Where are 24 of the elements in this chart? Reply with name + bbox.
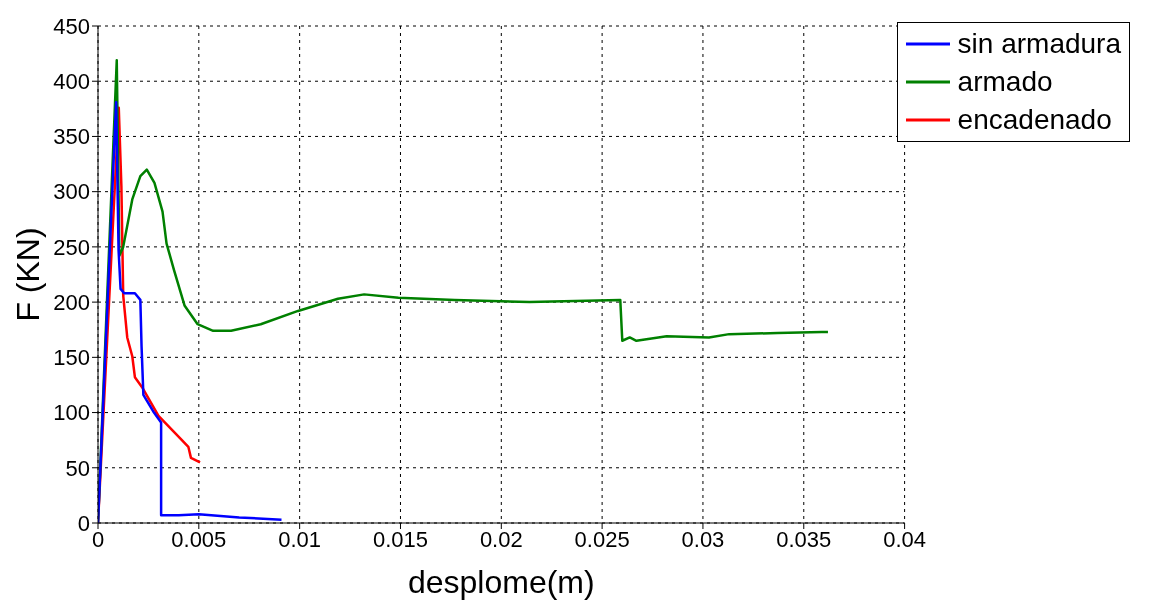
y-tick-label: 400: [53, 69, 90, 95]
y-tick-label: 450: [53, 13, 90, 39]
line-series: [98, 100, 283, 523]
y-axis-title: F (KN): [10, 227, 47, 322]
x-tick-label: 0.015: [372, 526, 428, 552]
legend-label: armado: [957, 65, 1053, 99]
y-tick-label: 200: [53, 289, 90, 315]
y-tick-label: 150: [53, 345, 90, 371]
y-tick-label: 250: [53, 234, 90, 260]
y-tick-label: 300: [53, 179, 90, 205]
y-tick-label: 0: [77, 510, 90, 536]
y-tick-label: 350: [53, 124, 90, 150]
legend-label: encadenado: [957, 103, 1112, 137]
y-tick-label: 50: [65, 455, 90, 481]
x-tick-label: 0.02: [479, 526, 523, 552]
x-tick-label: 0.04: [883, 526, 927, 552]
legend-label: sin armadura: [957, 27, 1121, 61]
x-axis-title: desplome(m): [407, 564, 595, 600]
x-tick-label: 0.035: [776, 526, 832, 552]
x-tick-label: 0.025: [574, 526, 630, 552]
x-tick-label: 0.01: [278, 526, 322, 552]
y-tick-label: 100: [53, 400, 90, 426]
x-tick-label: 0.005: [171, 526, 227, 552]
x-tick-label: 0.03: [681, 526, 725, 552]
